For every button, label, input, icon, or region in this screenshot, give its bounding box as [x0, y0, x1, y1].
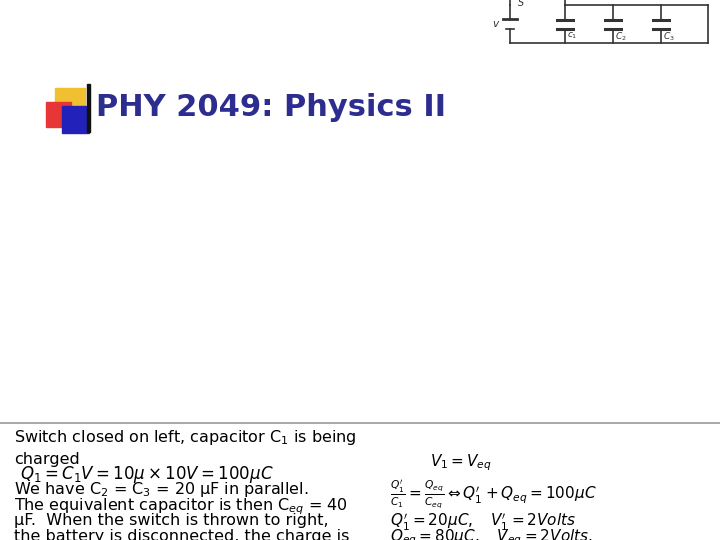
Text: the battery is disconnected, the charge is: the battery is disconnected, the charge … [14, 530, 349, 540]
Bar [62, 106, 89, 133]
Text: $Q_1 = C_1V = 10\mu \times 10V = 100\mu C$: $Q_1 = C_1V = 10\mu \times 10V = 100\mu … [20, 464, 274, 485]
Text: $Q_1^{\prime} = 20\mu C,$$\quad V_1^{\prime} = 2Volts$: $Q_1^{\prime} = 20\mu C,$$\quad V_1^{\pr… [390, 512, 576, 533]
Text: Switch closed on left, capacitor C$_1$ is being
charged: Switch closed on left, capacitor C$_1$ i… [14, 428, 356, 468]
Bar [87, 84, 90, 132]
Text: μF.  When the switch is thrown to right,: μF. When the switch is thrown to right, [14, 513, 328, 528]
Text: $v$: $v$ [492, 19, 500, 29]
Text: $C_2$: $C_2$ [615, 30, 626, 43]
Text: The equivalent capacitor is then C$_{eq}$ = 40: The equivalent capacitor is then C$_{eq}… [14, 496, 348, 517]
Text: PHY 2049: Physics II: PHY 2049: Physics II [96, 92, 446, 122]
Text: $\mathit{c}_1$: $\mathit{c}_1$ [567, 30, 577, 41]
Bar [55, 88, 85, 118]
Bar [46, 102, 71, 127]
Text: $C_3$: $C_3$ [663, 30, 675, 43]
Text: $\frac{Q_1^{\prime}}{C_1} = \frac{Q_{eq}}{C_{eq}}$$\Leftrightarrow Q_1^{\prime}+: $\frac{Q_1^{\prime}}{C_1} = \frac{Q_{eq}… [390, 478, 597, 510]
Text: We have C$_2$ = C$_3$ = 20 μF in parallel.: We have C$_2$ = C$_3$ = 20 μF in paralle… [14, 480, 309, 499]
Text: $V_1 = V_{eq}$: $V_1 = V_{eq}$ [430, 452, 492, 472]
Text: $S$: $S$ [517, 0, 525, 8]
Text: $Q_{eq} = 80\mu C,$$\quad V_{eq} = 2Volts.$: $Q_{eq} = 80\mu C,$$\quad V_{eq} = 2Volt… [390, 527, 593, 540]
